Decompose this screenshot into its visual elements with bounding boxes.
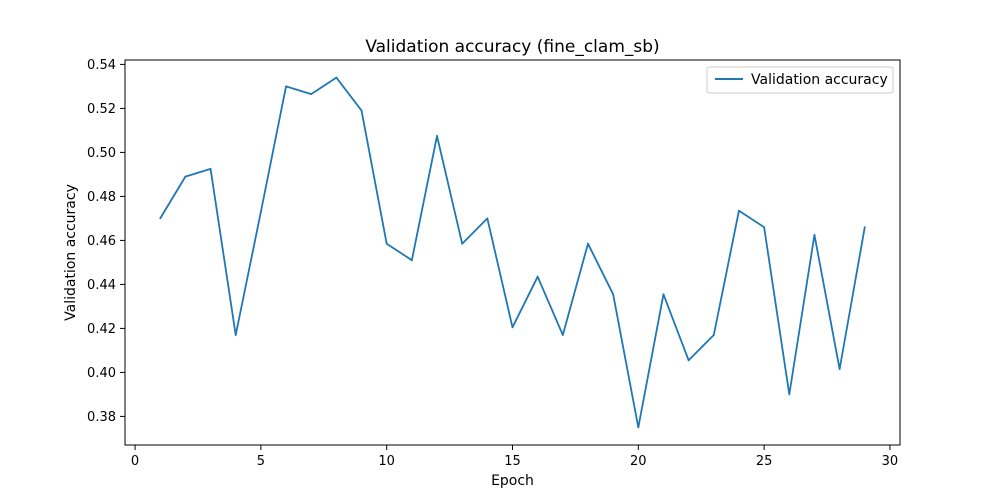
data-point <box>486 217 489 220</box>
legend-box <box>706 66 894 94</box>
data-point <box>310 93 313 95</box>
series-layer <box>159 76 866 429</box>
x-tick-label: 15 <box>504 454 521 469</box>
y-tick-label: 0.42 <box>87 322 116 337</box>
y-tick-label: 0.38 <box>87 410 116 425</box>
plot-area <box>124 59 901 446</box>
data-point <box>209 168 212 170</box>
y-axis-label: Validation accuracy <box>63 184 79 321</box>
y-tick-label: 0.46 <box>87 234 116 249</box>
data-point <box>385 242 388 245</box>
data-point <box>410 259 413 262</box>
x-axis-ticks: 0 5 10 15 20 25 30 <box>131 445 898 469</box>
data-point <box>184 175 187 178</box>
plot-background <box>125 60 900 445</box>
data-point <box>234 334 237 336</box>
data-point <box>712 334 715 336</box>
data-point <box>612 293 615 296</box>
data-point <box>863 226 866 229</box>
data-point <box>536 275 539 278</box>
y-tick-label: 0.40 <box>87 366 116 381</box>
data-point <box>763 226 766 229</box>
data-point <box>461 242 464 245</box>
data-point <box>561 334 564 336</box>
x-tick-label: 25 <box>756 454 773 469</box>
data-point <box>662 293 665 296</box>
x-tick-label: 20 <box>630 454 647 469</box>
data-point <box>813 234 816 236</box>
legend: Validation accuracy <box>706 66 894 94</box>
data-point <box>159 217 162 220</box>
data-point <box>637 426 640 429</box>
y-tick-label: 0.52 <box>87 102 116 117</box>
x-tick-label: 0 <box>131 454 139 469</box>
y-tick-label: 0.50 <box>87 146 116 161</box>
data-point <box>285 85 287 88</box>
data-point <box>788 393 791 396</box>
data-point <box>259 210 262 213</box>
data-point <box>511 326 514 329</box>
y-axis-ticks: 0.38 0.40 0.42 0.44 0.46 0.48 0.50 0.52 0.54 <box>87 58 125 425</box>
x-tick-label: 30 <box>882 454 899 469</box>
data-point <box>360 109 363 112</box>
x-axis-label: Epoch <box>491 473 534 489</box>
data-point <box>738 209 740 212</box>
y-tick-label: 0.48 <box>87 190 116 205</box>
data-point <box>687 359 690 362</box>
x-tick-label: 10 <box>378 454 395 469</box>
y-tick-label: 0.54 <box>87 58 116 73</box>
y-tick-label: 0.44 <box>87 278 116 293</box>
data-point <box>335 76 338 79</box>
data-point <box>587 242 589 245</box>
legend-label: Validation accuracy <box>751 72 888 88</box>
data-point <box>436 135 438 137</box>
data-point <box>838 368 841 370</box>
chart-title: Validation accuracy (fine_clam_sb) <box>365 37 659 57</box>
x-tick-label: 5 <box>257 454 265 469</box>
